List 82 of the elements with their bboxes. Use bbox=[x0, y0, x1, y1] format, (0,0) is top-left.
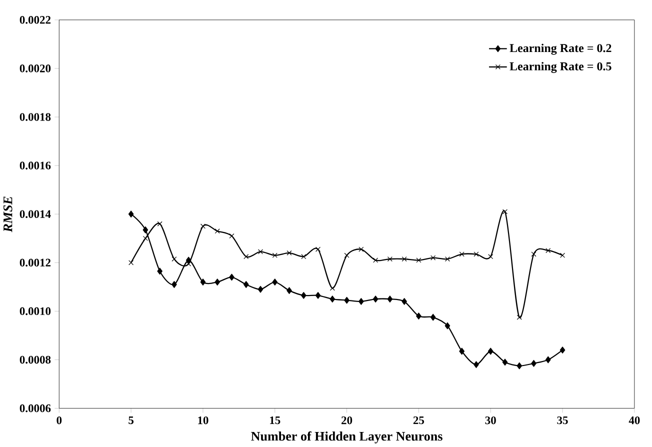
point bbox=[229, 274, 234, 281]
y-tick-label: 0.0008 bbox=[20, 356, 51, 364]
point bbox=[416, 258, 422, 263]
point bbox=[344, 296, 350, 304]
point bbox=[372, 296, 378, 303]
y-tick-label: 0.0018 bbox=[20, 113, 51, 121]
point bbox=[200, 224, 206, 229]
point bbox=[402, 298, 407, 306]
point bbox=[172, 256, 177, 262]
point bbox=[258, 249, 264, 254]
point bbox=[301, 254, 306, 260]
point bbox=[373, 258, 378, 263]
y-tick-label: 0.0014 bbox=[20, 210, 51, 218]
point bbox=[172, 281, 177, 288]
x-tick-label: 20 bbox=[342, 416, 352, 424]
point bbox=[128, 210, 134, 218]
point bbox=[258, 286, 264, 293]
point bbox=[502, 358, 508, 366]
x-tick-label: 30 bbox=[485, 416, 496, 424]
point bbox=[358, 246, 364, 252]
point bbox=[546, 248, 551, 254]
x-axis-title: Number of Hidden Layer Neurons bbox=[251, 431, 442, 444]
y-tick-label: 0.0006 bbox=[20, 404, 51, 412]
point bbox=[402, 256, 407, 262]
x-tick-label: 25 bbox=[413, 416, 424, 424]
legend-label: Learning Rate = 0.5 bbox=[510, 62, 612, 74]
point bbox=[272, 278, 278, 286]
point bbox=[387, 296, 393, 303]
legend-label: Learning Rate = 0.2 bbox=[510, 44, 612, 55]
point bbox=[516, 314, 522, 320]
point bbox=[344, 252, 350, 258]
point bbox=[416, 312, 422, 320]
point bbox=[531, 360, 536, 367]
point bbox=[244, 254, 249, 260]
point bbox=[229, 233, 234, 239]
point bbox=[444, 322, 450, 330]
point bbox=[300, 292, 306, 299]
point bbox=[157, 268, 162, 275]
point bbox=[474, 252, 479, 257]
x-tick-label: 40 bbox=[628, 416, 640, 424]
point bbox=[430, 255, 436, 260]
point bbox=[488, 254, 494, 260]
point bbox=[186, 256, 192, 264]
point bbox=[502, 209, 508, 214]
point bbox=[330, 286, 335, 291]
point bbox=[272, 252, 278, 258]
point bbox=[200, 278, 206, 286]
y-axis-title: RMSE bbox=[3, 196, 12, 232]
x-tick-label: 35 bbox=[557, 416, 568, 424]
point bbox=[128, 260, 134, 266]
point bbox=[214, 278, 220, 286]
y-tick-label: 0.0022 bbox=[20, 16, 51, 24]
point bbox=[214, 228, 220, 234]
point bbox=[430, 314, 436, 321]
point bbox=[545, 356, 551, 364]
y-tick-label: 0.0016 bbox=[20, 162, 51, 170]
point bbox=[459, 252, 464, 257]
y-tick-label: 0.0010 bbox=[20, 307, 51, 316]
point bbox=[488, 348, 494, 355]
point bbox=[560, 252, 566, 258]
point bbox=[142, 226, 148, 234]
y-tick-label: 0.0012 bbox=[20, 258, 51, 267]
y-tick-label: 0.0020 bbox=[20, 64, 51, 72]
point bbox=[387, 256, 392, 262]
point bbox=[444, 256, 450, 262]
point bbox=[243, 281, 249, 288]
point bbox=[286, 250, 292, 256]
point bbox=[358, 298, 364, 306]
point bbox=[474, 361, 479, 368]
point bbox=[516, 362, 522, 370]
point bbox=[330, 296, 336, 303]
point bbox=[315, 292, 321, 299]
x-tick-label: 5 bbox=[128, 416, 134, 424]
point bbox=[315, 246, 321, 252]
point bbox=[531, 252, 536, 257]
x-tick-label: 10 bbox=[198, 416, 208, 424]
x-tick-label: 0 bbox=[56, 416, 62, 424]
point bbox=[459, 348, 465, 355]
x-tick-label: 15 bbox=[270, 416, 280, 424]
point bbox=[157, 221, 162, 226]
point bbox=[286, 287, 292, 294]
point bbox=[560, 346, 566, 354]
